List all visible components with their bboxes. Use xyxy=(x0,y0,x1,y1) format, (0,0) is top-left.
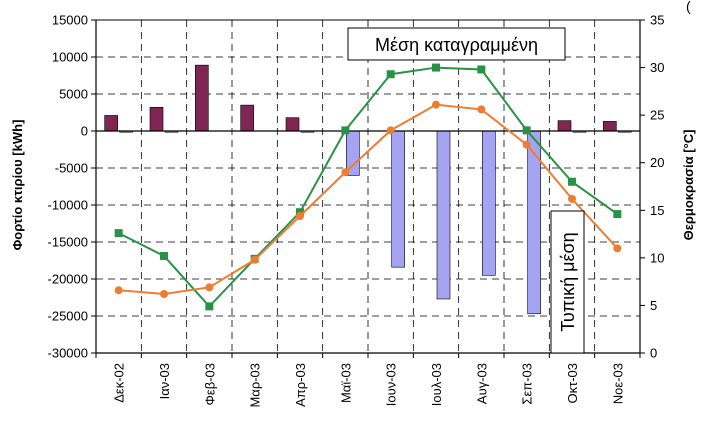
marker-recorded-7 xyxy=(432,63,440,72)
marker-typical-0 xyxy=(114,286,123,295)
marker-typical-8 xyxy=(477,105,486,114)
x-tick-label: Φεβ-03 xyxy=(202,363,217,405)
y-left-tick-label: 15000 xyxy=(52,13,88,28)
bar-series xyxy=(104,64,632,315)
y-left-tick-label: 0 xyxy=(81,124,88,139)
y-right-tick-label: 5 xyxy=(650,298,657,313)
bar-cooling-6 xyxy=(391,130,405,268)
x-tick-label: Οκτ-03 xyxy=(565,363,580,404)
x-tick-label: Ιουν-03 xyxy=(384,363,399,406)
annotation-recorded: Μέση καταγραμμένη xyxy=(347,27,566,61)
y-right-tick-label: 25 xyxy=(650,108,664,123)
marker-typical-3 xyxy=(250,255,259,264)
marker-typical-1 xyxy=(160,290,168,299)
y-left-tick-label: -15000 xyxy=(48,235,88,250)
x-tick-label: Ιουλ-03 xyxy=(429,363,444,406)
x-tick-label: Ιαν-03 xyxy=(157,363,172,399)
y-left-tick-label: 10000 xyxy=(52,50,88,65)
marker-typical-5 xyxy=(341,168,350,177)
bar-heating-1 xyxy=(149,107,164,132)
bar-heating-0 xyxy=(104,115,118,132)
y-left-tick-label: -25000 xyxy=(48,309,88,324)
marker-typical-10 xyxy=(568,194,576,203)
bar-heating-3 xyxy=(240,104,254,132)
y-axis-right-title: Θερμοκρασία [°C] xyxy=(681,130,696,241)
y-right-tick-label: 30 xyxy=(650,60,664,75)
y-left-tick-label: -30000 xyxy=(48,346,88,361)
line-series xyxy=(114,63,622,311)
y-left-tick-label: 5000 xyxy=(59,87,88,102)
bar-cooling-8 xyxy=(482,130,496,276)
axes xyxy=(91,19,645,358)
marker-recorded-11 xyxy=(613,210,622,219)
line-recorded xyxy=(118,66,618,308)
x-tick-label: Μαρ-03 xyxy=(248,363,263,408)
gridlines xyxy=(95,19,641,354)
x-tick-label: Απρ-03 xyxy=(293,363,308,407)
x-tick-label: Νοε-03 xyxy=(610,363,625,404)
marker-recorded-10 xyxy=(568,177,576,186)
marker-typical-9 xyxy=(522,140,531,149)
annotation-typical-label: Τυπική μέση xyxy=(558,232,578,331)
marker-recorded-5 xyxy=(341,126,350,135)
y-left-tick-label: -5000 xyxy=(55,161,88,176)
bar-heating-4 xyxy=(285,117,300,132)
y-left-tick-label: -10000 xyxy=(48,198,88,213)
marker-typical-2 xyxy=(205,283,214,292)
marker-typical-4 xyxy=(296,211,304,220)
annotation-typical: Τυπική μέση xyxy=(550,210,585,354)
bar-heating-11 xyxy=(603,121,617,132)
marker-recorded-1 xyxy=(160,251,168,260)
bar-heating-2 xyxy=(195,64,209,132)
marker-typical-11 xyxy=(613,244,622,253)
x-tick-label: Σεπ-03 xyxy=(520,363,535,405)
y-right-tick-label: 35 xyxy=(650,13,664,28)
marker-recorded-8 xyxy=(477,65,486,74)
bar-cooling-7 xyxy=(436,130,451,300)
y-axis-left-title: Φορτίο κτιρίου [kWh] xyxy=(10,120,25,251)
y-right-tick-label: 15 xyxy=(650,203,664,218)
y-right-tick-label: 20 xyxy=(650,155,664,170)
x-tick-label: Μαϊ-03 xyxy=(338,363,353,403)
corner-mark: ( xyxy=(686,0,691,14)
marker-typical-7 xyxy=(432,100,440,109)
y-right-tick-label: 10 xyxy=(650,250,664,265)
marker-recorded-0 xyxy=(114,229,123,238)
y-left-tick-label: -20000 xyxy=(48,272,88,287)
x-tick-label: Δεκ-02 xyxy=(112,363,127,403)
annotation-recorded-label: Μέση καταγραμμένη xyxy=(375,35,538,55)
tick-labels: 15000 10000 5000 0 -5000 -10000 -15000 -20000 -2… xyxy=(48,13,665,408)
marker-typical-6 xyxy=(386,126,395,135)
y-right-tick-label: 0 xyxy=(650,346,657,361)
line-typical xyxy=(118,103,619,296)
marker-recorded-6 xyxy=(386,70,395,79)
marker-recorded-2 xyxy=(205,302,214,311)
x-tick-label: Αυγ-03 xyxy=(474,363,489,404)
bar-heating-10 xyxy=(557,120,572,132)
marker-recorded-9 xyxy=(522,126,531,135)
